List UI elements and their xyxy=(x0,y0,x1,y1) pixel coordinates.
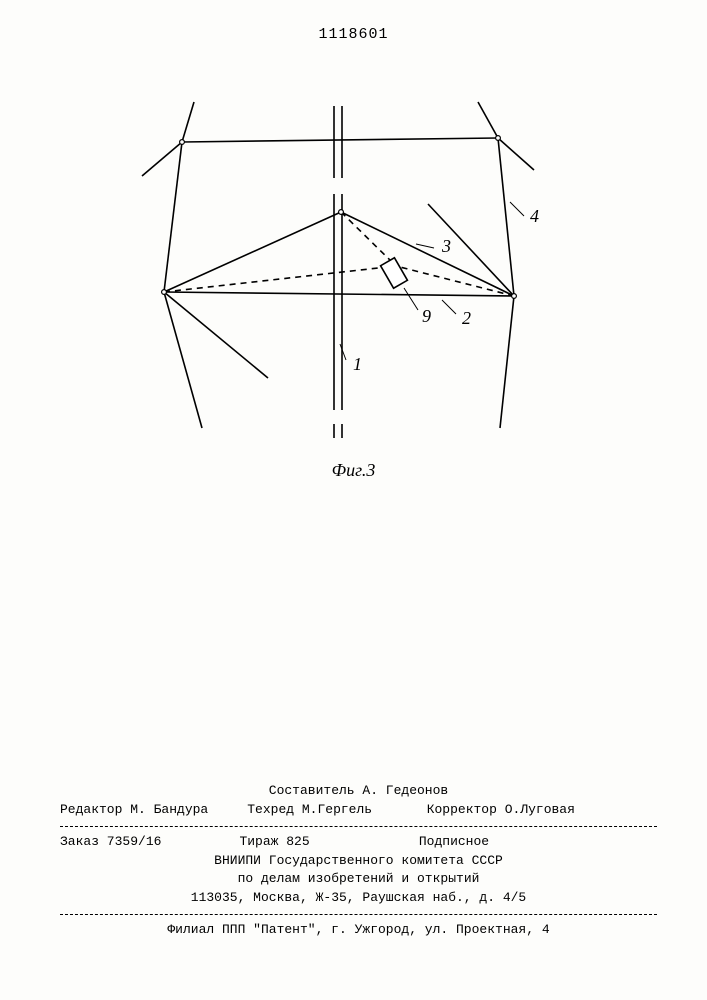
branch-line: Филиал ППП "Патент", г. Ужгород, ул. Про… xyxy=(60,921,657,940)
svg-text:9: 9 xyxy=(422,306,431,326)
svg-text:4: 4 xyxy=(530,206,539,226)
svg-text:2: 2 xyxy=(462,308,471,328)
doc-number: 1118601 xyxy=(0,26,707,43)
svg-text:1: 1 xyxy=(353,354,362,374)
divider xyxy=(60,826,657,827)
figure-caption: Фиг.3 xyxy=(0,460,707,481)
order-row: Заказ 7359/16 Тираж 825 Подписное xyxy=(60,833,657,852)
svg-text:3: 3 xyxy=(441,236,451,256)
divider xyxy=(60,914,657,915)
address-line: 113035, Москва, Ж-35, Раушская наб., д. … xyxy=(60,889,657,908)
org-line-1: ВНИИПИ Государственного комитета СССР xyxy=(60,852,657,871)
compiler-line: Составитель А. Гедеонов xyxy=(60,782,657,801)
figure-3: 1 2 3 4 9 xyxy=(128,92,548,452)
imprint-block: Составитель А. Гедеонов Редактор М. Банд… xyxy=(60,782,657,940)
credits-row: Редактор М. Бандура Техред М.Гергель Кор… xyxy=(60,801,657,820)
org-line-2: по делам изобретений и открытий xyxy=(60,870,657,889)
